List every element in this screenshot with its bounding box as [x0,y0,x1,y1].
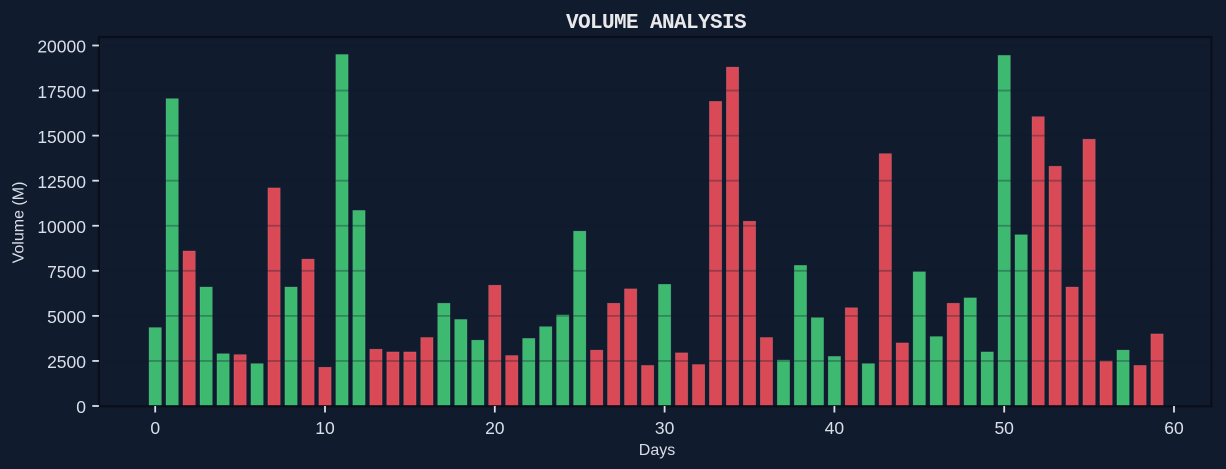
svg-text:60: 60 [1164,418,1184,438]
svg-text:7500: 7500 [47,262,86,282]
svg-text:20000: 20000 [37,37,86,57]
svg-text:2500: 2500 [47,352,86,372]
svg-text:50: 50 [994,418,1014,438]
svg-text:20: 20 [485,418,505,438]
svg-text:15000: 15000 [37,127,86,147]
svg-text:Volume (M): Volume (M) [11,182,28,264]
svg-text:VOLUME ANALYSIS: VOLUME ANALYSIS [566,12,746,35]
svg-text:30: 30 [655,418,675,438]
svg-text:17500: 17500 [37,82,86,102]
svg-text:40: 40 [825,418,845,438]
svg-text:12500: 12500 [37,172,86,192]
svg-text:10: 10 [315,418,335,438]
svg-text:0: 0 [76,397,86,417]
svg-text:10000: 10000 [37,217,86,237]
svg-text:0: 0 [150,418,160,438]
svg-text:5000: 5000 [47,307,86,327]
svg-text:Days: Days [639,442,675,459]
